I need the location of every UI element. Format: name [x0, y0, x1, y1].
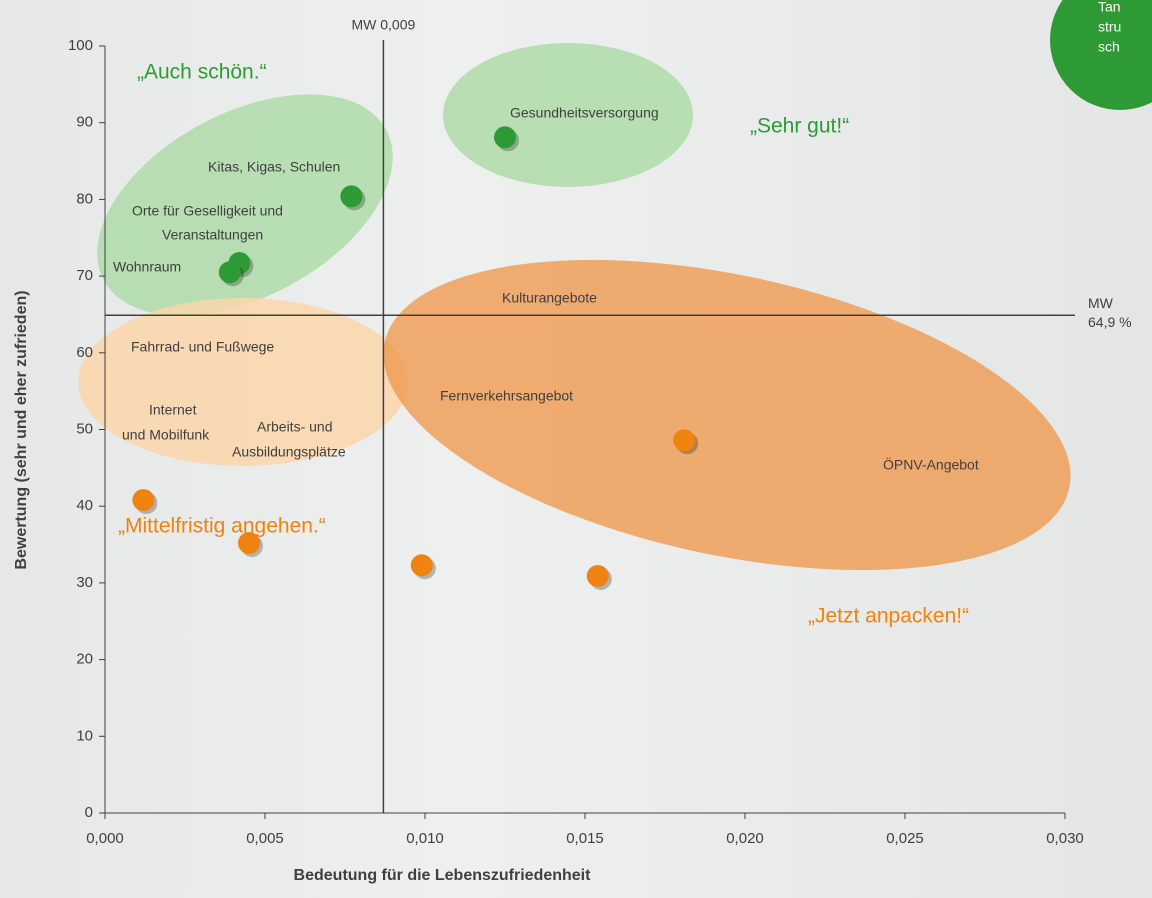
- point-label: Kulturangebote: [502, 290, 597, 306]
- point-label: Fahrrad- und Fußwege: [131, 339, 274, 355]
- y-mean-label: MW 64,9 %: [1088, 294, 1138, 332]
- point: [219, 261, 241, 283]
- y-tick-label: 70: [76, 267, 93, 284]
- point-label: Wohnraum: [113, 259, 181, 275]
- point-label: Veranstaltungen: [162, 227, 263, 243]
- point: [340, 185, 362, 207]
- x-tick-label: 0,025: [886, 830, 924, 847]
- point-label: Fernverkehrsangebot: [440, 388, 573, 404]
- corner-badge: [1050, 0, 1152, 110]
- point-label: Orte für Geselligkeit und: [132, 203, 283, 219]
- x-tick-label: 0,030: [1046, 830, 1084, 847]
- y-tick-label: 50: [76, 420, 93, 437]
- chart: Tan stru sch „Auch schön.“ „Sehr gut!“ „…: [0, 0, 1152, 898]
- y-tick-label: 30: [76, 574, 93, 591]
- y-tick-label: 20: [76, 651, 93, 668]
- x-tick-label: 0,005: [246, 830, 284, 847]
- y-tick-label: 10: [76, 727, 93, 744]
- point-label: Arbeits- und: [257, 419, 332, 435]
- quadrant-label: „Mittelfristig angehen.“: [118, 515, 326, 538]
- y-axis-title: Bewertung (sehr und eher zufrieden): [13, 290, 30, 569]
- point-label: Gesundheitsversorgung: [510, 105, 659, 121]
- point: [132, 489, 154, 511]
- point: [411, 554, 433, 576]
- x-tick-label: 0,020: [726, 830, 764, 847]
- point-label: und Mobilfunk: [122, 427, 210, 443]
- corner-text: sch: [1098, 39, 1120, 55]
- quadrant-label: „Auch schön.“: [137, 61, 267, 84]
- x-tick-label: 0,015: [566, 830, 604, 847]
- point-label: Internet: [149, 402, 197, 418]
- y-tick-label: 60: [76, 344, 93, 361]
- y-tick-label: 100: [68, 37, 93, 54]
- corner-text: stru: [1098, 19, 1121, 35]
- quadrant-label: „Jetzt anpacken!“: [808, 605, 969, 628]
- point-label: Kitas, Kigas, Schulen: [208, 159, 340, 175]
- x-tick-label: 0,010: [406, 830, 444, 847]
- point: [494, 126, 516, 148]
- point: [673, 429, 695, 451]
- quadrant-label: „Sehr gut!“: [750, 115, 849, 138]
- page: Tan stru sch „Auch schön.“ „Sehr gut!“ „…: [0, 0, 1152, 898]
- y-tick-label: 80: [76, 190, 93, 207]
- y-tick-label: 90: [76, 114, 93, 131]
- y-tick-label: 0: [85, 804, 93, 821]
- point: [587, 565, 609, 587]
- x-mean-label: MW 0,009: [351, 17, 415, 33]
- point: [238, 532, 260, 554]
- cluster: [356, 205, 1099, 624]
- x-tick-label: 0,000: [86, 830, 124, 847]
- x-axis-title: Bedeutung für die Lebenszufriedenheit: [294, 867, 592, 884]
- point-label: Ausbildungsplätze: [232, 444, 346, 460]
- y-tick-label: 40: [76, 497, 93, 514]
- point-label: ÖPNV-Angebot: [883, 456, 979, 473]
- corner-text: Tan: [1098, 0, 1121, 15]
